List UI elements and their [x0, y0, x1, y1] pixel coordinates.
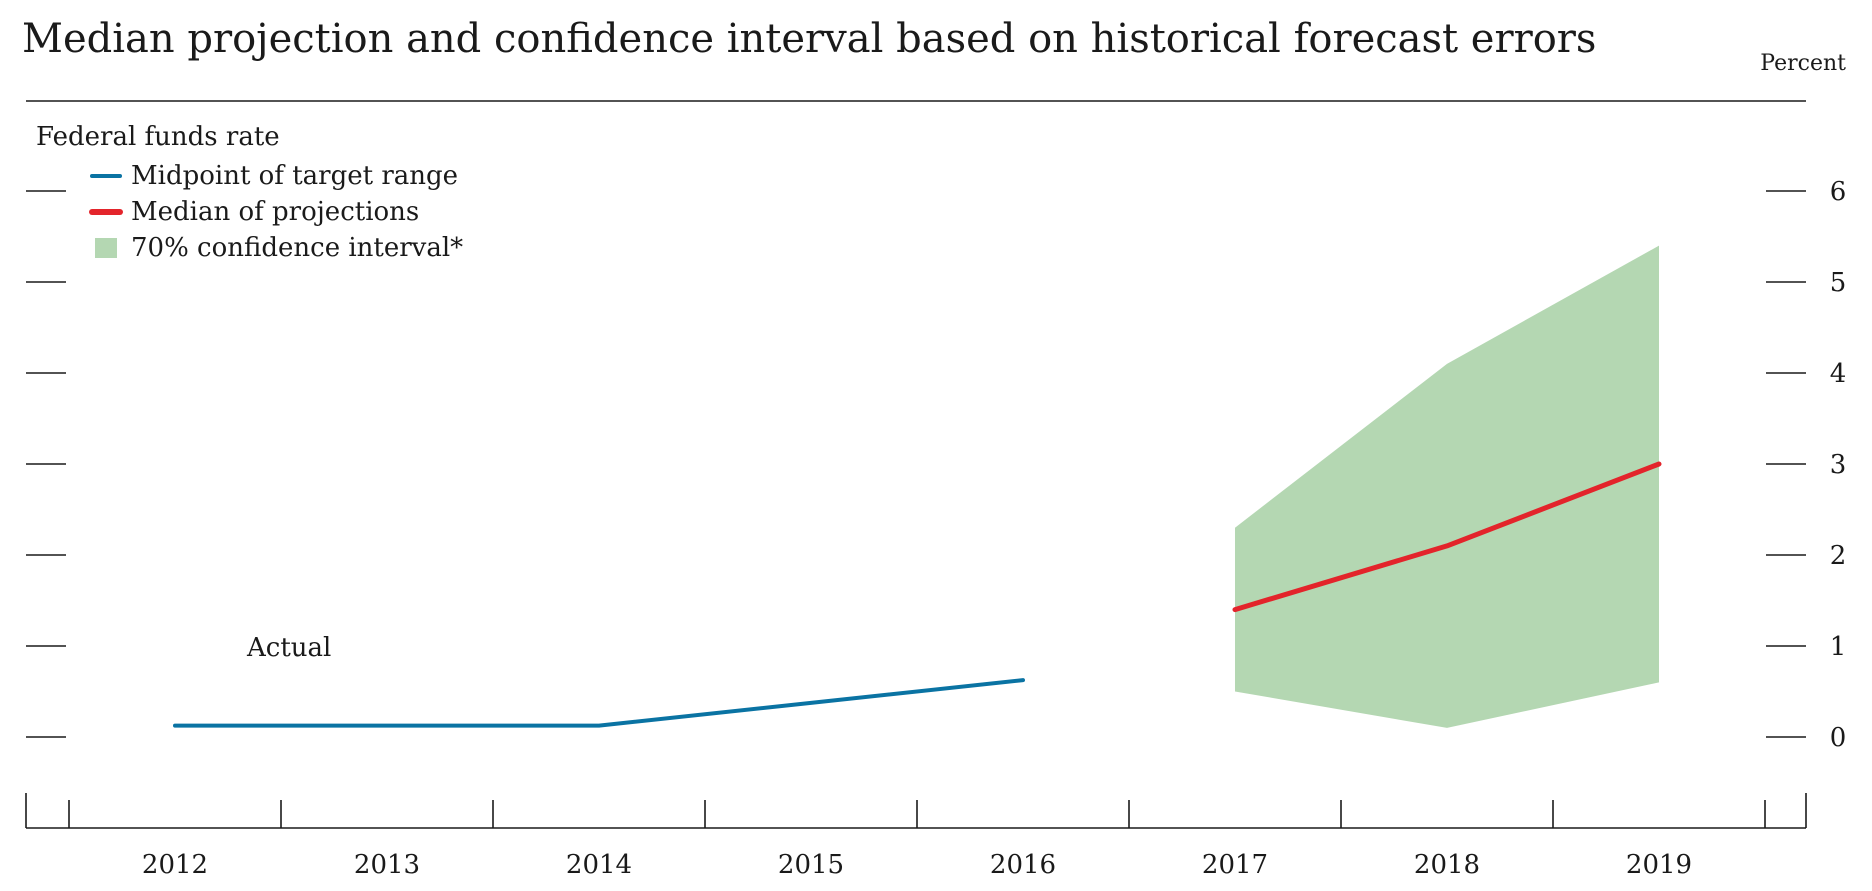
band-layer: [1235, 245, 1659, 728]
legend-label-1: Midpoint of target range: [131, 161, 458, 191]
y-tick-label: 6: [1830, 177, 1847, 207]
y-tick-label: 4: [1830, 359, 1847, 389]
x-tick-label-2014: 2014: [566, 850, 632, 880]
x-tick-label-2019: 2019: [1626, 850, 1692, 880]
y-tick-label: 3: [1830, 450, 1847, 480]
x-tick-label-2018: 2018: [1414, 850, 1480, 880]
series-line-2: [1232, 461, 1662, 613]
lines-layer: [173, 461, 1662, 728]
x-tick-label-2017: 2017: [1202, 850, 1268, 880]
unit-label: Percent: [1760, 51, 1846, 76]
y-axis: 0 1 2 3 4 5 6: [26, 177, 1846, 753]
y-tick-label: 5: [1830, 268, 1847, 298]
confidence-band: [1235, 245, 1659, 728]
legend-label-2: Median of projections: [131, 197, 419, 227]
legend: Midpoint of target range Median of projec…: [89, 161, 463, 263]
panel-label: Federal funds rate: [36, 122, 280, 152]
legend-label-3: 70% confidence interval*: [131, 233, 463, 263]
series-line-1: [173, 678, 1025, 728]
annotation-actual: Actual: [246, 633, 331, 663]
x-tick-label-2012: 2012: [142, 850, 208, 880]
y-tick-label: 2: [1830, 541, 1847, 571]
x-tick-label-2016: 2016: [990, 850, 1056, 880]
chart-title: Median projection and confidence interva…: [22, 16, 1596, 62]
legend-swatch-3: [95, 238, 117, 258]
x-tick-label-2013: 2013: [354, 850, 420, 880]
y-tick-label: 1: [1830, 632, 1847, 662]
x-tick-label-2015: 2015: [778, 850, 844, 880]
x-axis: 2012 2013 2014 2015 2016 2017 2018 2019: [25, 793, 1807, 880]
y-tick-label: 0: [1830, 723, 1847, 753]
